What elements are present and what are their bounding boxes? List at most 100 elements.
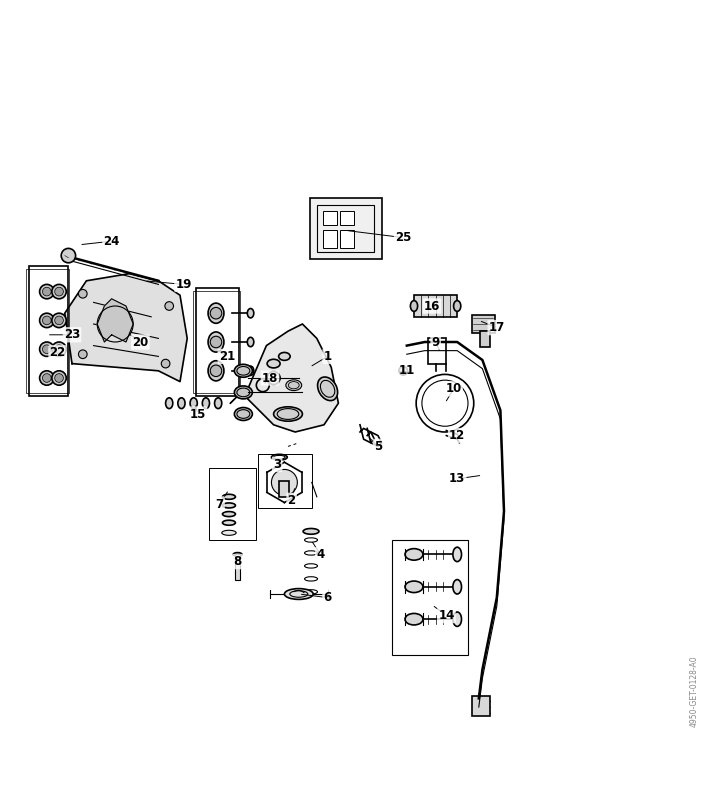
Circle shape <box>210 365 222 376</box>
Ellipse shape <box>202 398 210 409</box>
Text: 24: 24 <box>104 234 120 248</box>
Circle shape <box>78 350 87 359</box>
Text: 25: 25 <box>395 231 411 244</box>
Ellipse shape <box>405 581 423 592</box>
Ellipse shape <box>190 398 197 409</box>
Circle shape <box>52 371 66 385</box>
Text: 19: 19 <box>176 278 192 291</box>
Bar <box>340 230 354 249</box>
Text: 13: 13 <box>449 472 465 485</box>
Ellipse shape <box>222 531 236 535</box>
Bar <box>317 205 374 252</box>
Text: 3: 3 <box>273 458 282 471</box>
Ellipse shape <box>178 398 185 409</box>
Bar <box>323 230 337 249</box>
Text: 22: 22 <box>50 346 66 360</box>
Ellipse shape <box>208 360 224 381</box>
Bar <box>414 295 457 317</box>
Ellipse shape <box>208 332 224 352</box>
Bar <box>323 211 337 226</box>
Ellipse shape <box>405 614 423 625</box>
Text: 21: 21 <box>219 350 235 363</box>
Bar <box>392 540 468 655</box>
Circle shape <box>40 284 54 299</box>
Ellipse shape <box>284 588 313 600</box>
Ellipse shape <box>222 503 235 508</box>
Ellipse shape <box>248 366 253 375</box>
Bar <box>209 468 256 540</box>
Polygon shape <box>245 324 338 432</box>
Text: 7: 7 <box>215 497 224 511</box>
Bar <box>279 481 289 497</box>
Text: 20: 20 <box>132 336 148 348</box>
Circle shape <box>61 249 76 263</box>
Circle shape <box>42 287 51 296</box>
Polygon shape <box>65 273 187 382</box>
Circle shape <box>161 360 170 368</box>
Text: 9: 9 <box>431 336 440 348</box>
Text: 2: 2 <box>287 494 296 507</box>
Text: 10: 10 <box>446 383 462 395</box>
Circle shape <box>210 337 222 348</box>
Ellipse shape <box>274 407 302 421</box>
Ellipse shape <box>222 512 235 516</box>
Text: 8: 8 <box>233 555 242 568</box>
Ellipse shape <box>410 301 418 311</box>
Ellipse shape <box>222 494 235 499</box>
Bar <box>340 211 354 226</box>
Ellipse shape <box>222 520 235 525</box>
Text: 14: 14 <box>438 609 454 622</box>
Ellipse shape <box>248 309 253 318</box>
Circle shape <box>42 316 51 325</box>
Ellipse shape <box>267 360 280 368</box>
Bar <box>193 291 240 393</box>
Polygon shape <box>97 299 133 342</box>
Bar <box>472 696 490 717</box>
Circle shape <box>40 342 54 356</box>
Bar <box>196 288 239 396</box>
Circle shape <box>42 374 51 383</box>
Ellipse shape <box>453 612 462 626</box>
Ellipse shape <box>405 549 423 560</box>
Ellipse shape <box>235 408 253 421</box>
Circle shape <box>210 307 222 319</box>
Text: 4950-GET-0128-A0: 4950-GET-0128-A0 <box>690 656 698 727</box>
Circle shape <box>399 367 408 375</box>
Ellipse shape <box>208 303 224 323</box>
Circle shape <box>165 302 174 310</box>
Text: 4: 4 <box>316 548 325 561</box>
Text: 1: 1 <box>323 350 332 363</box>
Ellipse shape <box>279 352 290 360</box>
Bar <box>26 269 69 393</box>
Text: 5: 5 <box>374 440 382 453</box>
Circle shape <box>55 345 63 353</box>
Text: 15: 15 <box>190 408 206 421</box>
Ellipse shape <box>166 398 173 409</box>
Text: 11: 11 <box>399 364 415 377</box>
Circle shape <box>52 313 66 328</box>
Text: 12: 12 <box>449 429 465 442</box>
Bar <box>480 331 490 347</box>
Ellipse shape <box>453 547 462 562</box>
Ellipse shape <box>453 580 462 594</box>
Text: 18: 18 <box>262 371 278 384</box>
Ellipse shape <box>235 364 253 377</box>
Ellipse shape <box>215 398 222 409</box>
Circle shape <box>40 313 54 328</box>
Ellipse shape <box>248 337 253 347</box>
Bar <box>258 454 312 508</box>
Circle shape <box>55 287 63 296</box>
Circle shape <box>55 316 63 325</box>
Text: 6: 6 <box>323 591 332 604</box>
Bar <box>472 315 495 333</box>
Ellipse shape <box>454 301 461 311</box>
Bar <box>428 338 446 364</box>
Text: 16: 16 <box>424 299 440 313</box>
Text: 17: 17 <box>489 321 505 334</box>
Ellipse shape <box>286 380 302 390</box>
Circle shape <box>271 470 297 495</box>
Circle shape <box>40 371 54 385</box>
Circle shape <box>55 374 63 383</box>
Ellipse shape <box>303 528 319 535</box>
Circle shape <box>78 289 87 298</box>
